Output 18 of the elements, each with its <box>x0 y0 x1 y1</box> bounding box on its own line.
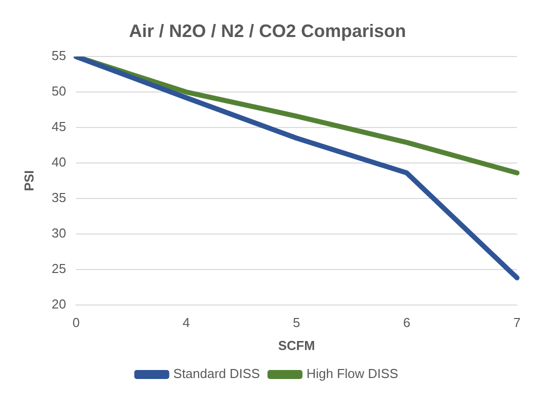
y-tick-label: 30 <box>52 225 66 240</box>
x-tick-label: 6 <box>403 315 410 330</box>
legend-label: Standard DISS <box>173 366 260 382</box>
y-axis-title: PSI <box>21 170 36 192</box>
x-tick-label: 7 <box>513 315 521 330</box>
y-tick-label: 50 <box>52 84 66 99</box>
x-tick-label: 4 <box>182 315 190 330</box>
y-tick-label: 45 <box>52 119 66 134</box>
y-tick-label: 25 <box>52 260 66 276</box>
y-tick-label: 35 <box>52 190 66 206</box>
y-tick-label: 20 <box>52 296 66 312</box>
x-tick-label: 5 <box>292 315 300 330</box>
y-tick-label: 40 <box>52 154 66 170</box>
y-tick-label: 55 <box>52 48 66 64</box>
chart-title: Air / N2O / N2 / CO2 Comparison <box>128 20 406 41</box>
legend-label: High Flow DISS <box>306 366 399 382</box>
x-axis-title: SCFM <box>278 338 315 353</box>
x-tick-label: 0 <box>72 315 80 330</box>
